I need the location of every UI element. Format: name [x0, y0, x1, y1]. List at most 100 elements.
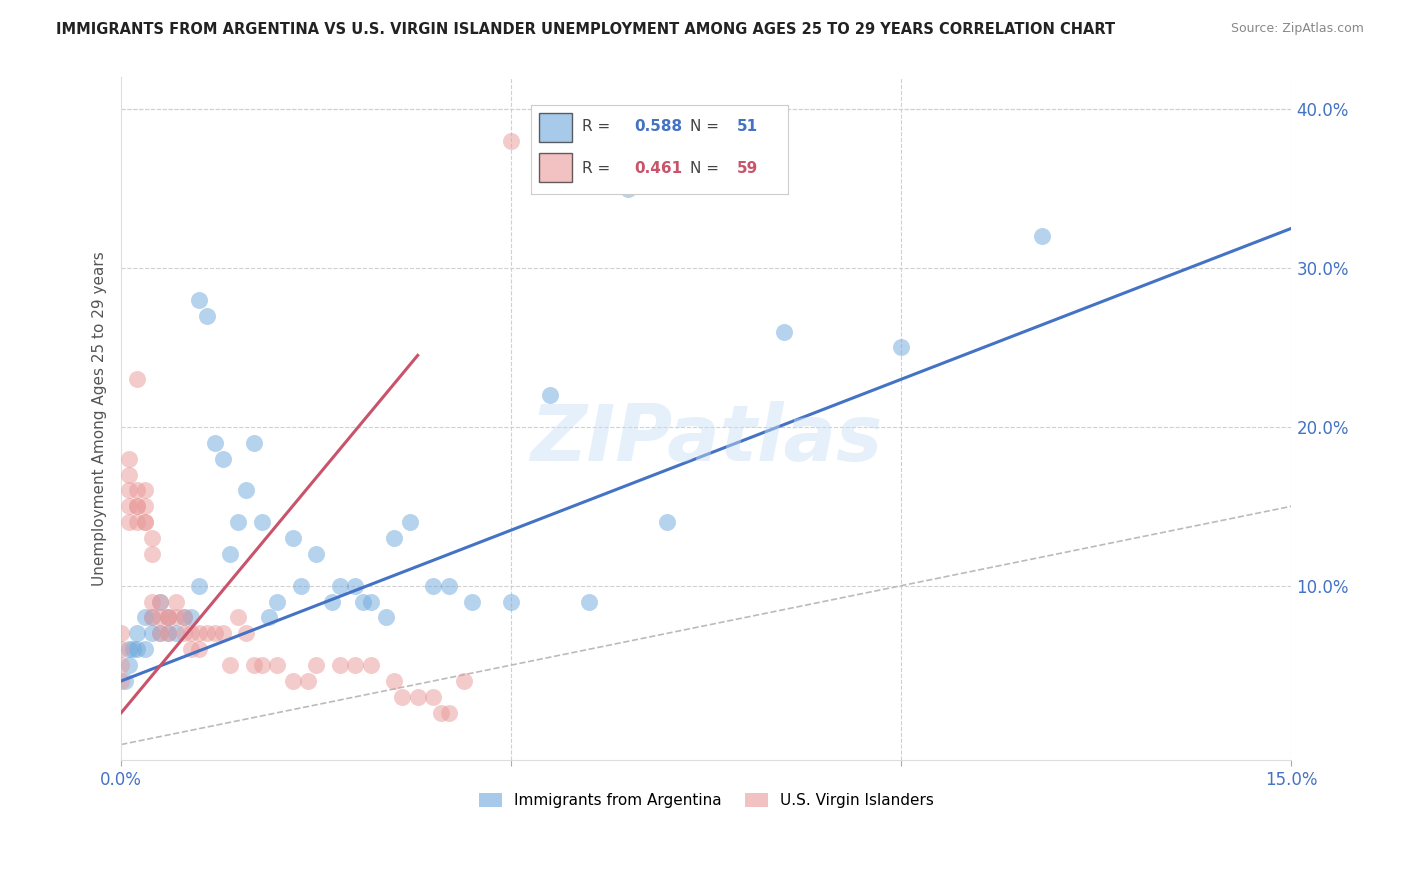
Point: [382, 531, 405, 545]
Point: [157, 610, 180, 624]
Point: [281, 673, 304, 688]
Point: [141, 594, 163, 608]
Point: [266, 594, 288, 608]
Point: [141, 531, 163, 545]
Point: [406, 690, 429, 704]
Point: [165, 610, 187, 624]
Point: [118, 515, 141, 529]
Point: [125, 515, 148, 529]
Point: [211, 451, 233, 466]
Point: [141, 610, 163, 624]
Text: Source: ZipAtlas.com: Source: ZipAtlas.com: [1230, 22, 1364, 36]
Point: [578, 594, 600, 608]
Point: [110, 626, 132, 640]
Point: [235, 483, 257, 498]
Point: [617, 181, 640, 195]
Point: [501, 134, 523, 148]
Point: [375, 610, 398, 624]
Point: [250, 515, 273, 529]
Point: [149, 594, 172, 608]
Point: [180, 610, 202, 624]
Point: [422, 579, 444, 593]
Point: [125, 642, 148, 657]
Point: [219, 547, 242, 561]
Point: [430, 706, 453, 720]
Point: [157, 626, 180, 640]
Point: [125, 626, 148, 640]
Point: [118, 483, 141, 498]
Point: [259, 610, 281, 624]
Point: [157, 610, 180, 624]
Point: [195, 309, 218, 323]
Point: [180, 626, 202, 640]
Point: [157, 626, 180, 640]
Point: [141, 547, 163, 561]
Point: [110, 642, 132, 657]
Point: [141, 626, 163, 640]
Point: [118, 467, 141, 482]
Point: [141, 610, 163, 624]
Point: [188, 293, 211, 307]
Point: [422, 690, 444, 704]
Point: [188, 579, 211, 593]
Point: [125, 500, 148, 514]
Point: [204, 626, 226, 640]
Point: [243, 658, 266, 673]
Point: [391, 690, 413, 704]
Point: [122, 642, 145, 657]
Point: [437, 706, 460, 720]
Point: [110, 673, 132, 688]
Point: [149, 626, 172, 640]
Point: [305, 658, 328, 673]
Point: [890, 341, 912, 355]
Point: [204, 435, 226, 450]
Text: ZIPatlas: ZIPatlas: [530, 401, 883, 477]
Legend: Immigrants from Argentina, U.S. Virgin Islanders: Immigrants from Argentina, U.S. Virgin I…: [472, 787, 939, 814]
Point: [281, 531, 304, 545]
Text: IMMIGRANTS FROM ARGENTINA VS U.S. VIRGIN ISLANDER UNEMPLOYMENT AMONG AGES 25 TO : IMMIGRANTS FROM ARGENTINA VS U.S. VIRGIN…: [56, 22, 1115, 37]
Point: [290, 579, 312, 593]
Point: [180, 642, 202, 657]
Point: [118, 451, 141, 466]
Point: [125, 500, 148, 514]
Point: [134, 642, 156, 657]
Point: [297, 673, 319, 688]
Point: [118, 642, 141, 657]
Point: [134, 483, 156, 498]
Point: [453, 673, 475, 688]
Point: [165, 594, 187, 608]
Point: [173, 610, 195, 624]
Point: [321, 594, 343, 608]
Point: [211, 626, 233, 640]
Point: [110, 658, 132, 673]
Point: [118, 500, 141, 514]
Point: [305, 547, 328, 561]
Point: [173, 626, 195, 640]
Point: [352, 594, 374, 608]
Point: [149, 626, 172, 640]
Point: [173, 610, 195, 624]
Point: [188, 626, 211, 640]
Point: [360, 658, 382, 673]
Point: [399, 515, 422, 529]
Point: [219, 658, 242, 673]
Point: [165, 626, 187, 640]
Point: [250, 658, 273, 673]
Point: [437, 579, 460, 593]
Point: [134, 610, 156, 624]
Point: [188, 642, 211, 657]
Point: [382, 673, 405, 688]
Point: [149, 610, 172, 624]
Point: [329, 579, 352, 593]
Point: [149, 594, 172, 608]
Point: [773, 325, 796, 339]
Point: [235, 626, 257, 640]
Point: [114, 673, 136, 688]
Point: [125, 372, 148, 386]
Point: [461, 594, 484, 608]
Point: [134, 500, 156, 514]
Point: [329, 658, 352, 673]
Point: [243, 435, 266, 450]
Point: [344, 579, 367, 593]
Point: [1031, 229, 1053, 244]
